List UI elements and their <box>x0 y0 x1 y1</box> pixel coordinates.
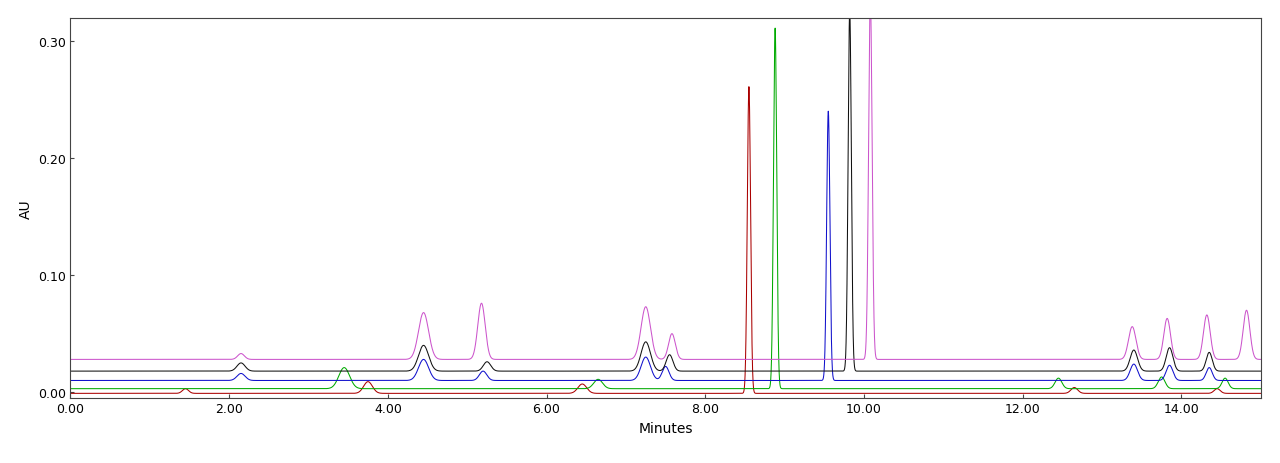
X-axis label: Minutes: Minutes <box>639 421 692 435</box>
Y-axis label: AU: AU <box>19 199 33 218</box>
